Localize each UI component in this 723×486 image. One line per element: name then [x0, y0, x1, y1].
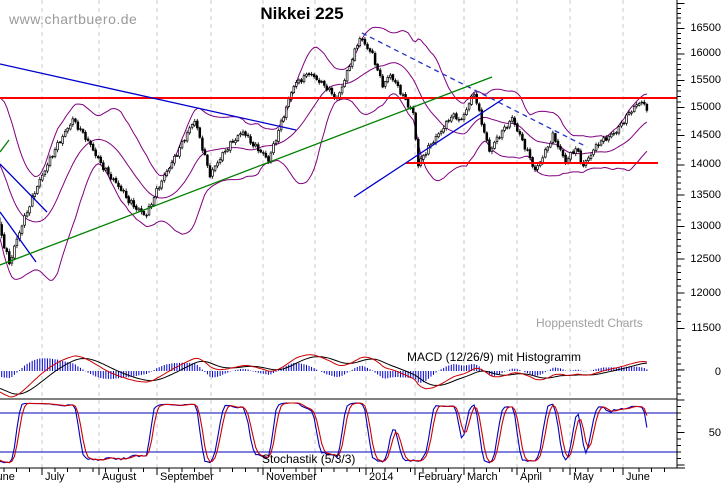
- macd-zero-label: 0: [714, 365, 721, 378]
- price-panel: [0, 26, 677, 281]
- price-tick-label: 11500: [691, 322, 721, 335]
- month-label: September: [160, 471, 214, 483]
- watermark-chartbuero: www.chartbuero.de: [9, 11, 138, 27]
- chart-title: Nikkei 225: [260, 4, 344, 23]
- price-tick-label: 13500: [690, 188, 721, 201]
- stochastic-panel: [0, 398, 677, 464]
- trendline-annotations: [0, 32, 677, 266]
- month-label: February: [418, 471, 463, 483]
- month-label: March: [467, 471, 498, 483]
- month-label: June: [626, 471, 650, 483]
- price-tick-label: 14500: [690, 129, 721, 142]
- price-tick-label: 16500: [690, 21, 721, 34]
- candlestick-series: [0, 36, 649, 266]
- macd-indicator-label: MACD (12/26/9) mit Histogramm: [407, 350, 582, 364]
- price-tick-label: 14000: [690, 158, 721, 171]
- axes: [0, 0, 685, 475]
- month-label: November: [266, 471, 317, 483]
- price-tick-label: 15000: [690, 101, 721, 114]
- price-tick-label: 16000: [690, 47, 721, 60]
- macd-panel: [0, 354, 648, 398]
- month-label: May: [573, 471, 594, 483]
- stochastic-indicator-label: Stochastik (5/3/3): [262, 452, 356, 466]
- month-label: June: [0, 471, 15, 483]
- stoch-mid-label: 50: [708, 426, 721, 439]
- price-tick-label: 15500: [690, 73, 721, 86]
- grid-lines: [41, 0, 624, 468]
- month-label: August: [102, 471, 137, 483]
- price-tick-label: 12000: [690, 286, 721, 299]
- month-label: April: [520, 471, 543, 483]
- price-tick-label: 13000: [690, 220, 721, 233]
- watermark-hoppenstedt: Hoppenstedt Charts: [536, 316, 643, 330]
- bollinger-bands: [0, 26, 648, 281]
- month-label: July: [45, 471, 65, 483]
- price-tick-label: 12500: [690, 252, 721, 265]
- month-label: 2014: [369, 471, 394, 483]
